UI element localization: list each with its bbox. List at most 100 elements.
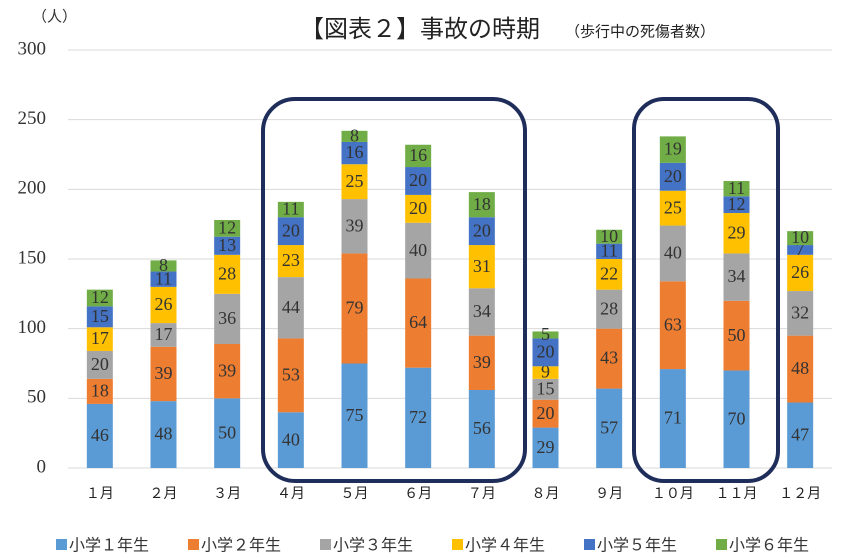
- y-axis-label: （人）: [32, 8, 77, 25]
- bar-segment: [468, 217, 495, 246]
- bar-segment: [150, 260, 177, 272]
- bar-segment: [150, 271, 177, 287]
- bar-segment: [787, 254, 814, 292]
- chart-subtitle: （歩行中の死傷者数）: [565, 23, 715, 41]
- bar-segment: [86, 378, 113, 404]
- data-label: 48: [155, 424, 173, 444]
- bar-segment: [532, 338, 559, 367]
- x-tick-label: ５月: [341, 486, 369, 502]
- data-label: 20: [282, 220, 300, 240]
- bar-segment: [596, 229, 623, 244]
- data-label: 20: [473, 220, 491, 240]
- data-label: 20: [409, 170, 427, 190]
- legend-swatch: [584, 539, 595, 550]
- bar-segment: [659, 190, 686, 226]
- bar-segment: [596, 259, 623, 290]
- data-label: 39: [473, 352, 491, 372]
- bar-segment: [214, 219, 241, 237]
- data-label: 57: [600, 417, 618, 437]
- data-label: 8: [350, 126, 359, 146]
- data-label: 50: [218, 422, 236, 442]
- bar-segment: [86, 289, 113, 307]
- data-label: 28: [600, 298, 618, 318]
- data-label: 29: [728, 222, 746, 242]
- bar-segment: [405, 144, 432, 168]
- data-label: 20: [537, 341, 555, 361]
- data-label: 56: [473, 418, 491, 438]
- data-label: 19: [664, 139, 682, 159]
- bar-segment: [405, 222, 432, 279]
- x-tick-label: ４月: [277, 486, 305, 502]
- data-label: 11: [155, 268, 172, 288]
- data-label: 23: [282, 250, 300, 270]
- data-label: 15: [91, 306, 109, 326]
- data-label: 72: [409, 407, 427, 427]
- data-label: 5: [541, 324, 550, 344]
- bar-segment: [341, 141, 368, 165]
- bar-segment: [341, 253, 368, 364]
- bar-segment: [150, 346, 177, 402]
- highlight-box: [261, 97, 527, 483]
- bar-segment: [214, 398, 241, 468]
- legend-swatch: [56, 539, 67, 550]
- data-label: 79: [346, 298, 364, 318]
- bar-segment: [659, 162, 686, 191]
- bar-segment: [150, 401, 177, 468]
- y-tick-label: 200: [18, 178, 47, 199]
- legend-label: 小学４年生: [465, 536, 545, 555]
- bar-segment: [214, 254, 241, 294]
- data-label: 20: [537, 403, 555, 423]
- bar-segment: [277, 217, 304, 246]
- data-label: 40: [282, 429, 300, 449]
- x-tick-label: １０月: [652, 486, 694, 502]
- bar-segment: [596, 243, 623, 259]
- bar-segment: [787, 291, 814, 336]
- data-label: 18: [91, 380, 109, 400]
- y-tick-label: 0: [37, 456, 47, 477]
- bar-segment: [596, 388, 623, 468]
- data-label: 43: [600, 348, 618, 368]
- bar-segment: [468, 389, 495, 468]
- data-label: 20: [409, 198, 427, 218]
- bar-segment: [277, 245, 304, 278]
- data-label: 10: [600, 226, 618, 246]
- data-label: 20: [664, 166, 682, 186]
- bar-segment: [405, 167, 432, 195]
- bar-segment: [214, 236, 241, 255]
- legend-label: 小学２年生: [201, 536, 281, 555]
- bar-segment: [787, 402, 814, 468]
- bar-segment: [723, 213, 750, 254]
- data-label: 63: [664, 314, 682, 334]
- bar-segment: [787, 231, 814, 246]
- data-label: 10: [791, 227, 809, 247]
- bar-segment: [596, 328, 623, 389]
- data-label: 34: [473, 301, 491, 321]
- data-label: 64: [409, 312, 427, 332]
- bar-segment: [86, 350, 113, 379]
- y-tick-label: 50: [27, 387, 46, 408]
- bar-segment: [277, 277, 304, 339]
- data-label: 18: [473, 194, 491, 214]
- data-label: 22: [600, 263, 618, 283]
- data-label: 31: [473, 256, 491, 276]
- bar-segment: [468, 335, 495, 390]
- data-label: 70: [728, 408, 746, 428]
- data-label: 36: [218, 308, 236, 328]
- y-tick-label: 150: [18, 247, 47, 268]
- bar-segment: [86, 327, 113, 351]
- data-label: 32: [791, 302, 809, 322]
- data-label: 11: [728, 178, 745, 198]
- data-label: 40: [409, 240, 427, 260]
- data-label: 25: [346, 171, 364, 191]
- bar-segment: [532, 378, 559, 400]
- bar-segment: [214, 343, 241, 399]
- data-label: 40: [664, 243, 682, 263]
- data-label: 25: [664, 197, 682, 217]
- bar-segment: [341, 164, 368, 200]
- data-label: 13: [218, 235, 236, 255]
- legend-label: 小学３年生: [333, 536, 413, 555]
- bar-segment: [723, 196, 750, 214]
- x-tick-label: ３月: [213, 486, 241, 502]
- data-label: 11: [600, 240, 617, 260]
